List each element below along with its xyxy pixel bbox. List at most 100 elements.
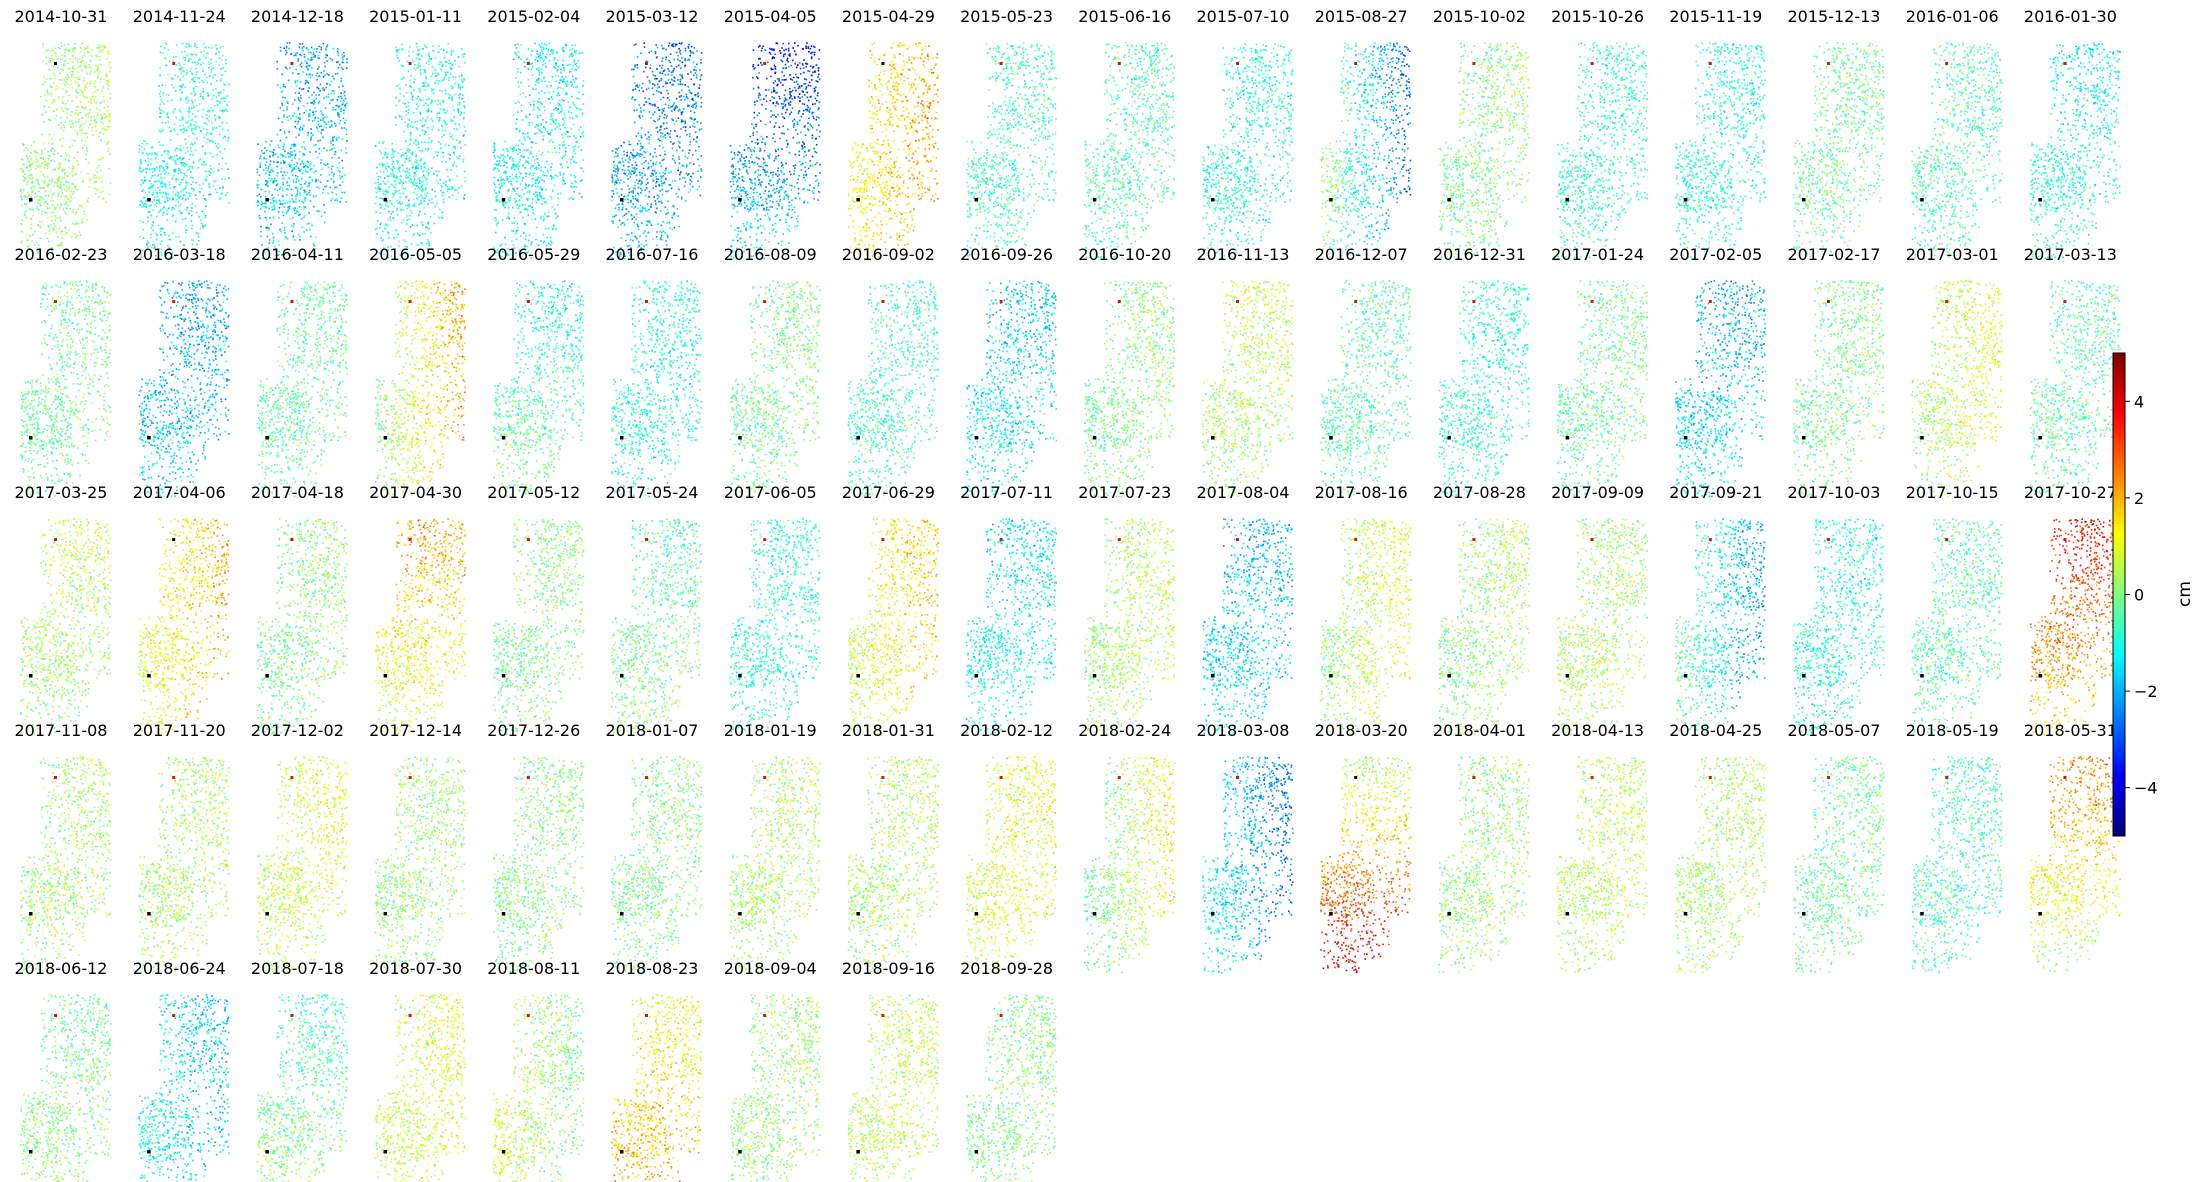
map-points xyxy=(395,288,439,474)
map-points xyxy=(971,68,1027,238)
map-points xyxy=(814,90,816,92)
map-points xyxy=(977,71,1046,224)
map-points xyxy=(299,305,301,307)
map-points xyxy=(1050,99,1052,101)
panel-title: 2015-08-27 xyxy=(1315,7,1408,26)
map-points xyxy=(623,142,625,144)
map-points xyxy=(271,151,325,178)
map-points xyxy=(1485,52,1527,192)
map-points xyxy=(997,205,999,207)
map-points xyxy=(1260,231,1262,233)
map-points xyxy=(1799,115,1880,233)
map-points xyxy=(314,172,316,174)
map-points xyxy=(873,129,916,248)
feature-marker xyxy=(1354,62,1357,65)
map-points xyxy=(1584,176,1586,178)
map-points xyxy=(1927,230,1929,232)
map-points xyxy=(1558,76,1592,186)
map-points xyxy=(758,47,801,103)
map-points xyxy=(2062,218,2064,220)
map-points xyxy=(764,105,786,152)
map-points xyxy=(1582,72,1631,83)
map-points xyxy=(109,53,111,55)
map-points xyxy=(1927,106,1994,240)
map-points xyxy=(1249,71,1293,125)
map-points xyxy=(1958,104,1963,226)
map-points xyxy=(286,185,288,187)
map-points xyxy=(975,123,1028,242)
map-points xyxy=(1676,178,1678,180)
map-points xyxy=(678,167,680,169)
map-points xyxy=(160,112,162,114)
map-points xyxy=(1220,99,1249,209)
map-points xyxy=(1207,179,1209,181)
map-points xyxy=(439,381,466,436)
map-points xyxy=(384,313,406,490)
map-points xyxy=(41,310,103,412)
map-points xyxy=(1238,181,1240,183)
reference-point-marker xyxy=(738,198,742,202)
map-points xyxy=(900,126,913,184)
map-points xyxy=(1800,121,1879,191)
map-points xyxy=(141,68,216,183)
map-points xyxy=(1324,163,1326,165)
map-points xyxy=(420,296,423,305)
map-points xyxy=(2031,120,2117,221)
map-points xyxy=(1797,88,1859,233)
map-points xyxy=(2031,93,2109,194)
map-points xyxy=(2030,65,2113,225)
map-points xyxy=(1582,102,1584,104)
map-points xyxy=(459,285,461,287)
map-points xyxy=(274,317,347,465)
map-points xyxy=(396,175,398,177)
map-points xyxy=(265,310,338,446)
map-points xyxy=(541,189,543,191)
map-points xyxy=(1496,49,1498,51)
map-points xyxy=(299,236,314,244)
map-points xyxy=(25,133,88,212)
map-points xyxy=(259,42,346,168)
map-points xyxy=(195,182,197,184)
map-points xyxy=(2057,53,2115,188)
map-points xyxy=(1479,122,1514,174)
map-points xyxy=(867,219,869,221)
map-points xyxy=(1614,239,1616,241)
map-points xyxy=(1559,51,1645,224)
map-points xyxy=(2108,101,2110,103)
map-points xyxy=(437,284,461,411)
map-points xyxy=(1509,59,1521,69)
map-points xyxy=(1636,129,1638,131)
map-points xyxy=(1439,111,1509,233)
map-points xyxy=(168,207,170,209)
panel-title: 2015-05-23 xyxy=(960,7,1053,26)
map-points xyxy=(300,58,331,99)
map-points xyxy=(407,327,432,433)
map-points xyxy=(913,161,915,163)
map-points xyxy=(218,345,220,347)
map-points xyxy=(1343,47,1379,220)
map-points xyxy=(66,207,68,209)
panel-title: 2014-11-24 xyxy=(133,7,226,26)
map-points xyxy=(1226,92,1249,214)
map-points xyxy=(1735,127,1737,129)
map-points xyxy=(1359,100,1392,187)
map-points xyxy=(140,220,142,222)
map-points xyxy=(1206,95,1291,180)
map-points xyxy=(299,55,346,130)
map-points xyxy=(1698,195,1700,197)
map-points xyxy=(455,304,457,396)
map-points xyxy=(257,95,312,257)
map-points xyxy=(872,47,924,203)
map-points xyxy=(291,391,293,393)
map-points xyxy=(1398,58,1400,60)
map-points xyxy=(890,168,892,170)
map-points xyxy=(1206,64,1292,241)
map-points xyxy=(2031,142,2086,249)
map-points xyxy=(451,98,453,100)
map-points xyxy=(739,59,798,210)
map-points xyxy=(1343,85,1361,179)
map-points xyxy=(159,67,161,69)
map-points xyxy=(189,435,191,437)
map-points xyxy=(1514,93,1516,95)
map-points xyxy=(268,282,336,473)
